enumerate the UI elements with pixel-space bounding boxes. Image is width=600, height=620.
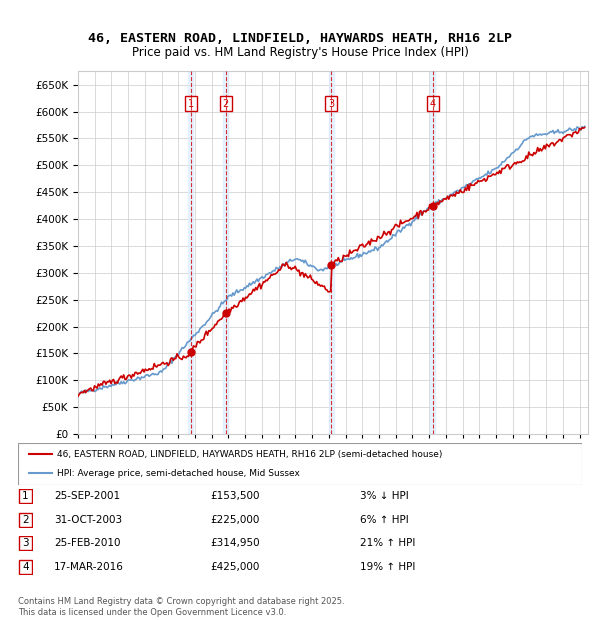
Bar <box>329 71 334 434</box>
Text: £314,950: £314,950 <box>210 538 260 548</box>
Text: £153,500: £153,500 <box>210 491 260 501</box>
Bar <box>223 71 228 434</box>
Text: 3: 3 <box>328 99 334 108</box>
Text: 2: 2 <box>223 99 229 108</box>
Text: 4: 4 <box>430 99 436 108</box>
Bar <box>188 71 193 434</box>
Text: £425,000: £425,000 <box>210 562 259 572</box>
Text: 46, EASTERN ROAD, LINDFIELD, HAYWARDS HEATH, RH16 2LP: 46, EASTERN ROAD, LINDFIELD, HAYWARDS HE… <box>88 32 512 45</box>
Text: Contains HM Land Registry data © Crown copyright and database right 2025.
This d: Contains HM Land Registry data © Crown c… <box>18 598 344 617</box>
Text: 19% ↑ HPI: 19% ↑ HPI <box>360 562 415 572</box>
Text: 46, EASTERN ROAD, LINDFIELD, HAYWARDS HEATH, RH16 2LP (semi-detached house): 46, EASTERN ROAD, LINDFIELD, HAYWARDS HE… <box>58 450 443 459</box>
Text: 3% ↓ HPI: 3% ↓ HPI <box>360 491 409 501</box>
Text: 25-FEB-2010: 25-FEB-2010 <box>54 538 121 548</box>
FancyBboxPatch shape <box>19 513 32 527</box>
Bar <box>430 71 436 434</box>
FancyBboxPatch shape <box>18 443 582 485</box>
Text: 31-OCT-2003: 31-OCT-2003 <box>54 515 122 525</box>
Text: 1: 1 <box>187 99 194 108</box>
Text: HPI: Average price, semi-detached house, Mid Sussex: HPI: Average price, semi-detached house,… <box>58 469 301 477</box>
FancyBboxPatch shape <box>19 489 32 503</box>
Text: Price paid vs. HM Land Registry's House Price Index (HPI): Price paid vs. HM Land Registry's House … <box>131 46 469 59</box>
Text: 2: 2 <box>22 515 29 525</box>
Text: 21% ↑ HPI: 21% ↑ HPI <box>360 538 415 548</box>
Text: 6% ↑ HPI: 6% ↑ HPI <box>360 515 409 525</box>
Text: 1: 1 <box>22 491 29 502</box>
Text: £225,000: £225,000 <box>210 515 259 525</box>
Text: 4: 4 <box>22 562 29 572</box>
FancyBboxPatch shape <box>19 560 32 574</box>
FancyBboxPatch shape <box>19 536 32 551</box>
Text: 25-SEP-2001: 25-SEP-2001 <box>54 491 120 501</box>
Text: 17-MAR-2016: 17-MAR-2016 <box>54 562 124 572</box>
Text: 3: 3 <box>22 538 29 549</box>
